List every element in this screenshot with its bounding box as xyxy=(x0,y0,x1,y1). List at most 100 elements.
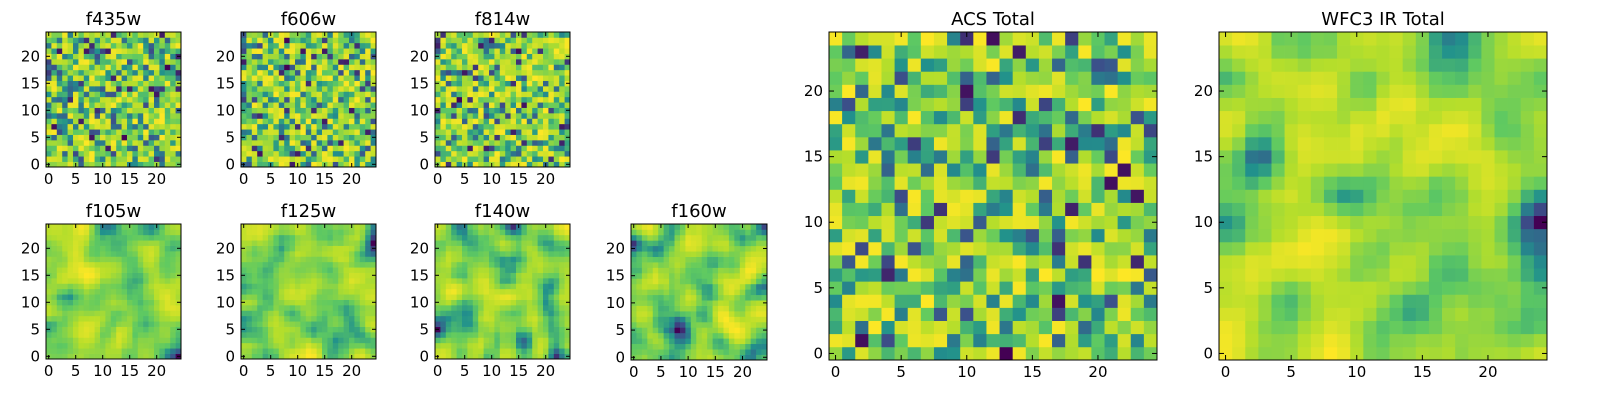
heatmap-cell xyxy=(354,96,361,103)
heatmap-cell xyxy=(143,42,149,49)
heatmap-cell xyxy=(83,267,90,273)
heatmap-cell xyxy=(268,278,274,284)
heatmap-cell xyxy=(78,161,85,168)
heatmap-cell xyxy=(467,156,474,162)
heatmap-cell xyxy=(305,283,312,290)
heatmap-cell xyxy=(354,123,361,130)
heatmap-cell xyxy=(78,305,85,311)
heatmap-cell xyxy=(445,272,452,279)
heatmap-cell xyxy=(56,59,63,65)
heatmap-cell xyxy=(516,326,522,333)
heatmap-cell xyxy=(440,278,447,284)
heatmap-cell xyxy=(94,156,101,162)
heatmap-cell xyxy=(1078,189,1092,203)
heatmap-cell xyxy=(907,150,922,164)
heatmap-cell xyxy=(78,326,85,333)
heatmap-cell xyxy=(907,189,922,203)
heatmap-cell xyxy=(116,245,122,252)
heatmap-cell xyxy=(273,113,280,119)
heatmap-cell xyxy=(154,48,160,54)
heatmap-cell xyxy=(137,261,144,268)
heatmap-cell xyxy=(462,113,468,119)
heatmap-cell xyxy=(105,140,112,146)
heatmap-cell xyxy=(499,267,506,273)
heatmap-cell xyxy=(67,59,74,65)
heatmap-cell xyxy=(100,337,106,344)
heatmap-cell xyxy=(148,251,155,257)
heatmap-cell xyxy=(829,189,843,203)
heatmap-cell xyxy=(1117,176,1132,190)
heatmap-cell xyxy=(451,156,457,162)
heatmap-cell xyxy=(718,283,724,290)
heatmap-cell xyxy=(829,150,843,164)
heatmap-cell xyxy=(289,59,296,65)
heatmap-cell xyxy=(137,113,144,119)
heatmap-cell xyxy=(349,123,355,130)
heatmap-cell xyxy=(246,134,253,141)
heatmap-cell xyxy=(56,75,63,81)
heatmap-cell xyxy=(707,229,713,236)
heatmap-cell xyxy=(278,272,285,279)
heatmap-cell xyxy=(354,353,361,360)
heatmap-cell xyxy=(116,156,122,162)
heatmap-cell xyxy=(718,224,724,230)
heatmap-cell xyxy=(526,261,533,268)
heatmap-cell xyxy=(462,42,468,49)
heatmap-cell xyxy=(56,53,63,60)
heatmap-cell xyxy=(56,37,63,44)
heatmap-cell xyxy=(636,294,643,301)
heatmap-cell xyxy=(868,255,882,269)
heatmap-cell xyxy=(739,316,746,323)
heatmap-cell xyxy=(241,342,247,349)
heatmap-cell xyxy=(289,107,296,114)
heatmap-cell xyxy=(516,240,522,246)
heatmap-cell xyxy=(1052,255,1066,269)
heatmap-cell xyxy=(526,91,533,98)
heatmap-cell xyxy=(132,140,139,146)
heatmap-cell xyxy=(56,229,63,236)
heatmap-cell xyxy=(284,321,290,327)
heatmap-cell xyxy=(510,234,517,241)
heatmap-cell xyxy=(707,321,713,328)
heatmap-cell xyxy=(121,315,128,322)
heatmap-cell xyxy=(478,321,484,327)
heatmap-cell xyxy=(499,294,506,300)
heatmap-cell xyxy=(354,69,361,76)
heatmap-cell xyxy=(1091,320,1105,335)
heatmap-cell xyxy=(246,310,253,317)
heatmap-cell xyxy=(94,251,101,257)
heatmap-cell xyxy=(532,305,538,311)
heatmap-cell xyxy=(728,300,735,306)
heatmap-cell xyxy=(110,229,117,236)
heatmap-cell xyxy=(960,150,974,164)
heatmap-cell xyxy=(289,310,296,317)
heatmap-cell xyxy=(494,240,501,246)
heatmap-cell xyxy=(526,229,533,236)
heatmap-cell xyxy=(78,261,85,268)
heatmap-cell xyxy=(478,32,484,38)
heatmap-cell xyxy=(365,353,371,360)
heatmap-cell xyxy=(489,102,495,108)
heatmap-cell xyxy=(295,64,301,71)
heatmap-cell xyxy=(105,32,112,38)
heatmap-cell xyxy=(132,272,139,279)
heatmap-cell xyxy=(445,37,452,44)
heatmap-cell xyxy=(1038,320,1053,335)
heatmap-cell xyxy=(435,261,441,268)
heatmap-cell xyxy=(739,256,746,263)
heatmap-cell xyxy=(718,321,724,328)
heatmap-cell xyxy=(669,240,675,247)
heatmap-cell xyxy=(543,113,549,119)
heatmap-cell xyxy=(521,229,528,236)
heatmap-cell xyxy=(663,272,670,279)
heatmap-cell xyxy=(316,310,323,317)
heatmap-cell xyxy=(543,156,549,162)
heatmap-cell xyxy=(521,278,528,284)
heatmap-cell xyxy=(105,245,112,252)
heatmap-cell xyxy=(505,337,511,344)
heatmap-cell xyxy=(354,118,361,125)
heatmap-cell xyxy=(241,256,247,263)
heatmap-cell xyxy=(543,337,549,344)
heatmap-cell xyxy=(143,224,149,230)
heatmap-cell xyxy=(674,343,681,350)
